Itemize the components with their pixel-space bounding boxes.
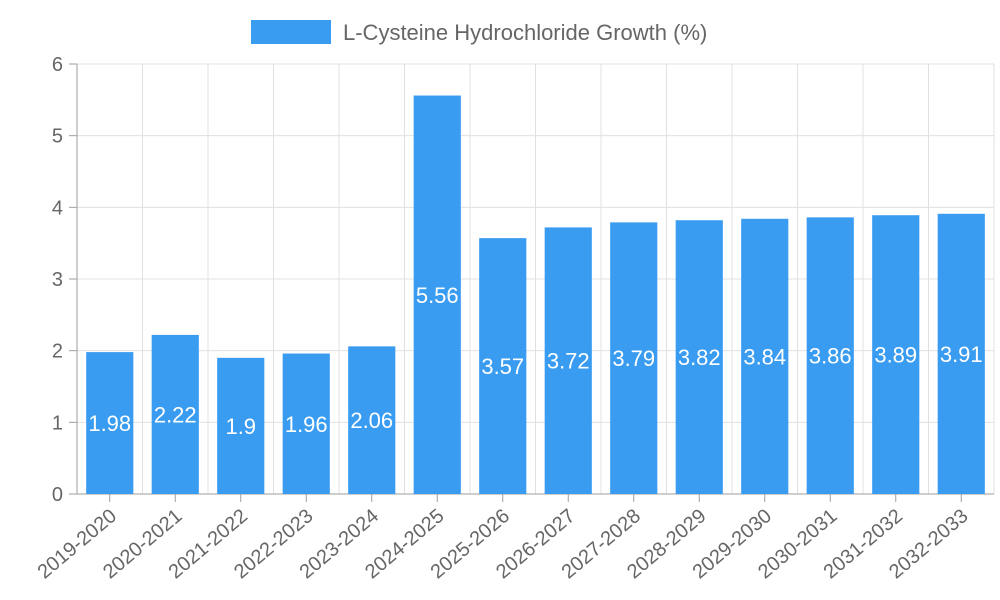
y-tick-label: 1	[52, 412, 63, 434]
bar[interactable]	[544, 227, 592, 494]
y-tick-label: 2	[52, 341, 63, 363]
data-label: 2.06	[350, 408, 393, 433]
bar[interactable]	[413, 95, 461, 495]
bar[interactable]	[86, 352, 134, 494]
y-tick-label: 4	[52, 197, 63, 219]
bar[interactable]	[217, 357, 265, 494]
y-axis-ticks: 0 1 2 3 4 5 6	[52, 54, 77, 506]
y-tick-label: 3	[52, 269, 63, 291]
bar[interactable]	[806, 217, 854, 494]
legend[interactable]: L-Cysteine Hydrochloride Growth (%)	[251, 20, 707, 45]
data-label: 2.22	[154, 402, 197, 427]
bar[interactable]	[675, 220, 723, 494]
y-tick-label: 5	[52, 126, 63, 148]
bar[interactable]	[741, 218, 789, 495]
data-label: 3.57	[481, 354, 524, 379]
data-label: 5.56	[416, 283, 459, 308]
bar[interactable]	[872, 215, 920, 494]
legend-swatch	[251, 20, 331, 44]
data-label: 3.91	[940, 342, 983, 367]
data-label: 3.84	[743, 344, 786, 369]
y-tick-label: 6	[52, 54, 63, 76]
grid	[76, 63, 995, 495]
bar-labels: 1.98 2.22 1.9 1.96 2.06 5.56 3.57 3.72 3.79 3.82 3…	[88, 283, 982, 439]
data-label: 3.72	[547, 349, 590, 374]
data-label: 1.96	[285, 412, 328, 437]
data-label: 3.82	[678, 345, 721, 370]
bar[interactable]	[282, 353, 330, 494]
legend-label: L-Cysteine Hydrochloride Growth (%)	[343, 20, 707, 45]
bar[interactable]	[937, 213, 985, 495]
data-label: 1.98	[88, 411, 131, 436]
bar[interactable]	[151, 334, 199, 494]
bar[interactable]	[348, 346, 396, 494]
y-tick-label: 0	[52, 484, 63, 506]
x-axis-ticks: 2019-20202020-20212021-20222022-20232023…	[34, 494, 972, 583]
bar[interactable]	[479, 238, 527, 494]
data-label: 3.86	[809, 344, 852, 369]
data-label: 3.79	[612, 346, 655, 371]
data-label: 1.9	[225, 414, 256, 439]
bars	[86, 95, 985, 495]
data-label: 3.89	[874, 343, 917, 368]
bar[interactable]	[610, 222, 658, 494]
